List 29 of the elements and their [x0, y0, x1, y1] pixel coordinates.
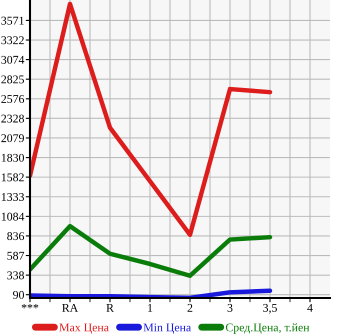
x-tick-label: *** — [22, 304, 38, 308]
y-tick-label: 3571 — [1, 16, 24, 25]
y-tick-label: 338 — [7, 271, 24, 280]
line-series — [30, 288, 272, 298]
y-tick-label: 587 — [7, 252, 24, 260]
y-tick-label: 3322 — [1, 36, 24, 44]
y-tick-label: 90 — [13, 290, 24, 299]
y-tick-label: 2328 — [1, 114, 24, 123]
y-tick-label: 3074 — [1, 56, 24, 64]
x-tick-label: RA — [62, 304, 78, 312]
line-series — [30, 2, 272, 238]
x-tick-label: R — [106, 304, 114, 312]
y-tick-label: 1830 — [2, 154, 24, 162]
y-tick-label: 1333 — [2, 193, 24, 201]
y-tick-label: 2825 — [1, 75, 24, 84]
x-tick-label: 1 — [148, 304, 152, 312]
x-tick-label: 3 — [228, 304, 232, 312]
x-tick-label: 4 — [307, 304, 313, 312]
y-tick-label: 2576 — [1, 95, 24, 104]
line-series — [30, 224, 272, 278]
x-tick-label: 2 — [188, 304, 192, 312]
y-tick-label: 2079 — [1, 134, 24, 142]
y-tick-label: 836 — [7, 232, 24, 240]
legend-label: Сред.Цена, т.йен — [226, 323, 310, 334]
y-tick-label: 1582 — [2, 173, 24, 182]
x-tick-label: 3,5 — [263, 304, 277, 314]
legend-label: Max Цена — [59, 324, 109, 334]
legend-label: Min Цена — [144, 323, 192, 334]
y-tick-label: 1084 — [2, 212, 24, 221]
